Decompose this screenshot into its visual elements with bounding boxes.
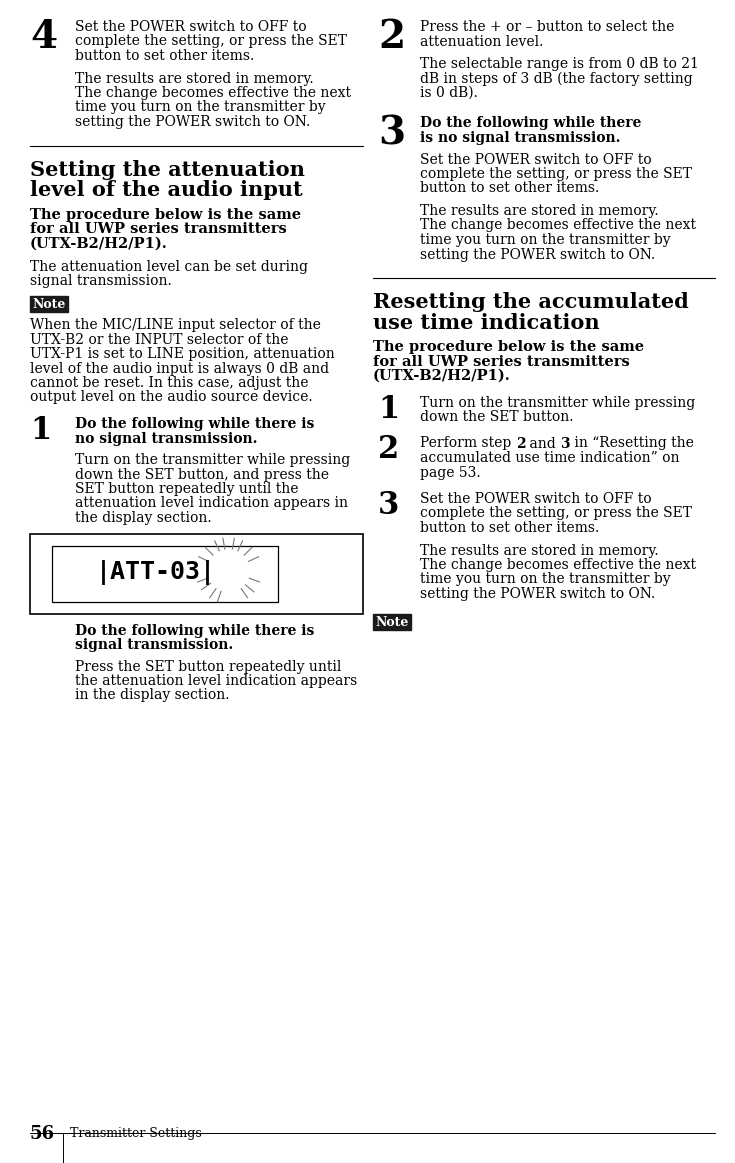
Text: button to set other items.: button to set other items.	[420, 521, 599, 535]
Text: UTX-B2 or the INPUT selector of the: UTX-B2 or the INPUT selector of the	[30, 333, 289, 347]
Text: down the SET button, and press the: down the SET button, and press the	[75, 468, 329, 481]
Text: for all UWP series transmitters: for all UWP series transmitters	[30, 222, 287, 236]
Text: The change becomes effective the next: The change becomes effective the next	[420, 558, 696, 572]
Text: is no signal transmission.: is no signal transmission.	[420, 131, 620, 145]
Text: 2: 2	[378, 435, 399, 465]
Text: the attenuation level indication appears: the attenuation level indication appears	[75, 675, 357, 688]
Text: setting the POWER switch to ON.: setting the POWER switch to ON.	[420, 587, 655, 601]
Text: Transmitter Settings: Transmitter Settings	[70, 1127, 201, 1141]
Text: time you turn on the transmitter by: time you turn on the transmitter by	[75, 100, 326, 114]
Text: Press the + or – button to select the: Press the + or – button to select the	[420, 20, 675, 34]
Text: setting the POWER switch to ON.: setting the POWER switch to ON.	[75, 115, 310, 129]
Text: UTX-P1 is set to LINE position, attenuation: UTX-P1 is set to LINE position, attenuat…	[30, 347, 334, 361]
Text: When the MIC/LINE input selector of the: When the MIC/LINE input selector of the	[30, 317, 321, 331]
Text: The procedure below is the same: The procedure below is the same	[373, 340, 644, 354]
Bar	[52, 545, 279, 601]
Text: 3: 3	[378, 114, 405, 152]
Text: 3: 3	[560, 436, 570, 450]
Bar	[30, 534, 363, 614]
Text: The selectable range is from 0 dB to 21: The selectable range is from 0 dB to 21	[420, 57, 699, 71]
Text: Resetting the accumulated: Resetting the accumulated	[373, 292, 689, 312]
Text: |ATT-03|: |ATT-03|	[96, 561, 216, 585]
Text: in “Resetting the: in “Resetting the	[570, 436, 694, 450]
Text: 4: 4	[30, 17, 57, 56]
Text: button to set other items.: button to set other items.	[75, 49, 254, 63]
Text: button to set other items.: button to set other items.	[420, 181, 599, 195]
Text: The procedure below is the same: The procedure below is the same	[30, 207, 301, 221]
Text: Do the following while there: Do the following while there	[420, 116, 642, 130]
Text: dB in steps of 3 dB (the factory setting: dB in steps of 3 dB (the factory setting	[420, 71, 693, 86]
Text: The attenuation level can be set during: The attenuation level can be set during	[30, 261, 308, 274]
Text: (UTX-B2/H2/P1).: (UTX-B2/H2/P1).	[373, 369, 511, 383]
Text: Turn on the transmitter while pressing: Turn on the transmitter while pressing	[75, 454, 351, 468]
Text: (UTX-B2/H2/P1).: (UTX-B2/H2/P1).	[30, 236, 168, 250]
Text: output level on the audio source device.: output level on the audio source device.	[30, 391, 312, 405]
Text: The change becomes effective the next: The change becomes effective the next	[420, 219, 696, 233]
Text: and: and	[526, 436, 560, 450]
Text: accumulated use time indication” on: accumulated use time indication” on	[420, 451, 679, 465]
Text: use time indication: use time indication	[373, 313, 600, 333]
Text: 1: 1	[378, 393, 399, 424]
Bar	[30, 297, 68, 312]
Text: signal transmission.: signal transmission.	[75, 638, 233, 652]
Text: 1: 1	[30, 415, 51, 445]
Text: Do the following while there is: Do the following while there is	[75, 623, 315, 637]
Text: cannot be reset. In this case, adjust the: cannot be reset. In this case, adjust th…	[30, 376, 309, 390]
Text: Press the SET button repeatedly until: Press the SET button repeatedly until	[75, 659, 341, 673]
Text: setting the POWER switch to ON.: setting the POWER switch to ON.	[420, 248, 655, 262]
Text: attenuation level indication appears in: attenuation level indication appears in	[75, 497, 348, 511]
Text: Set the POWER switch to OFF to: Set the POWER switch to OFF to	[420, 492, 652, 506]
Text: complete the setting, or press the SET: complete the setting, or press the SET	[75, 35, 347, 49]
Text: SET button repeatedly until the: SET button repeatedly until the	[75, 481, 298, 495]
Text: The results are stored in memory.: The results are stored in memory.	[420, 543, 659, 557]
Text: The change becomes effective the next: The change becomes effective the next	[75, 86, 351, 100]
Text: time you turn on the transmitter by: time you turn on the transmitter by	[420, 572, 670, 586]
Text: no signal transmission.: no signal transmission.	[75, 431, 257, 445]
Text: The results are stored in memory.: The results are stored in memory.	[75, 71, 314, 86]
Text: Turn on the transmitter while pressing: Turn on the transmitter while pressing	[420, 395, 695, 409]
Text: Do the following while there is: Do the following while there is	[75, 418, 315, 431]
Text: Note: Note	[32, 298, 65, 311]
Text: Perform step: Perform step	[420, 436, 516, 450]
Text: The results are stored in memory.: The results are stored in memory.	[420, 204, 659, 217]
Text: attenuation level.: attenuation level.	[420, 35, 543, 49]
Text: down the SET button.: down the SET button.	[420, 411, 573, 424]
Text: level of the audio input: level of the audio input	[30, 180, 303, 200]
Text: 2: 2	[516, 436, 526, 450]
Bar	[373, 614, 411, 629]
Text: is 0 dB).: is 0 dB).	[420, 86, 478, 100]
Text: Note: Note	[376, 615, 409, 628]
Text: time you turn on the transmitter by: time you turn on the transmitter by	[420, 233, 670, 247]
Text: 2: 2	[378, 17, 405, 56]
Text: Set the POWER switch to OFF to: Set the POWER switch to OFF to	[75, 20, 306, 34]
Text: page 53.: page 53.	[420, 465, 481, 479]
Text: the display section.: the display section.	[75, 511, 212, 525]
Text: complete the setting, or press the SET: complete the setting, or press the SET	[420, 167, 692, 181]
Text: signal transmission.: signal transmission.	[30, 274, 172, 288]
Text: 56: 56	[30, 1125, 55, 1143]
Text: Set the POWER switch to OFF to: Set the POWER switch to OFF to	[420, 152, 652, 166]
Text: 3: 3	[378, 490, 399, 521]
Text: level of the audio input is always 0 dB and: level of the audio input is always 0 dB …	[30, 362, 329, 376]
Text: Setting the attenuation: Setting the attenuation	[30, 159, 305, 179]
Text: complete the setting, or press the SET: complete the setting, or press the SET	[420, 507, 692, 521]
Text: in the display section.: in the display section.	[75, 688, 229, 702]
Text: for all UWP series transmitters: for all UWP series transmitters	[373, 355, 630, 369]
